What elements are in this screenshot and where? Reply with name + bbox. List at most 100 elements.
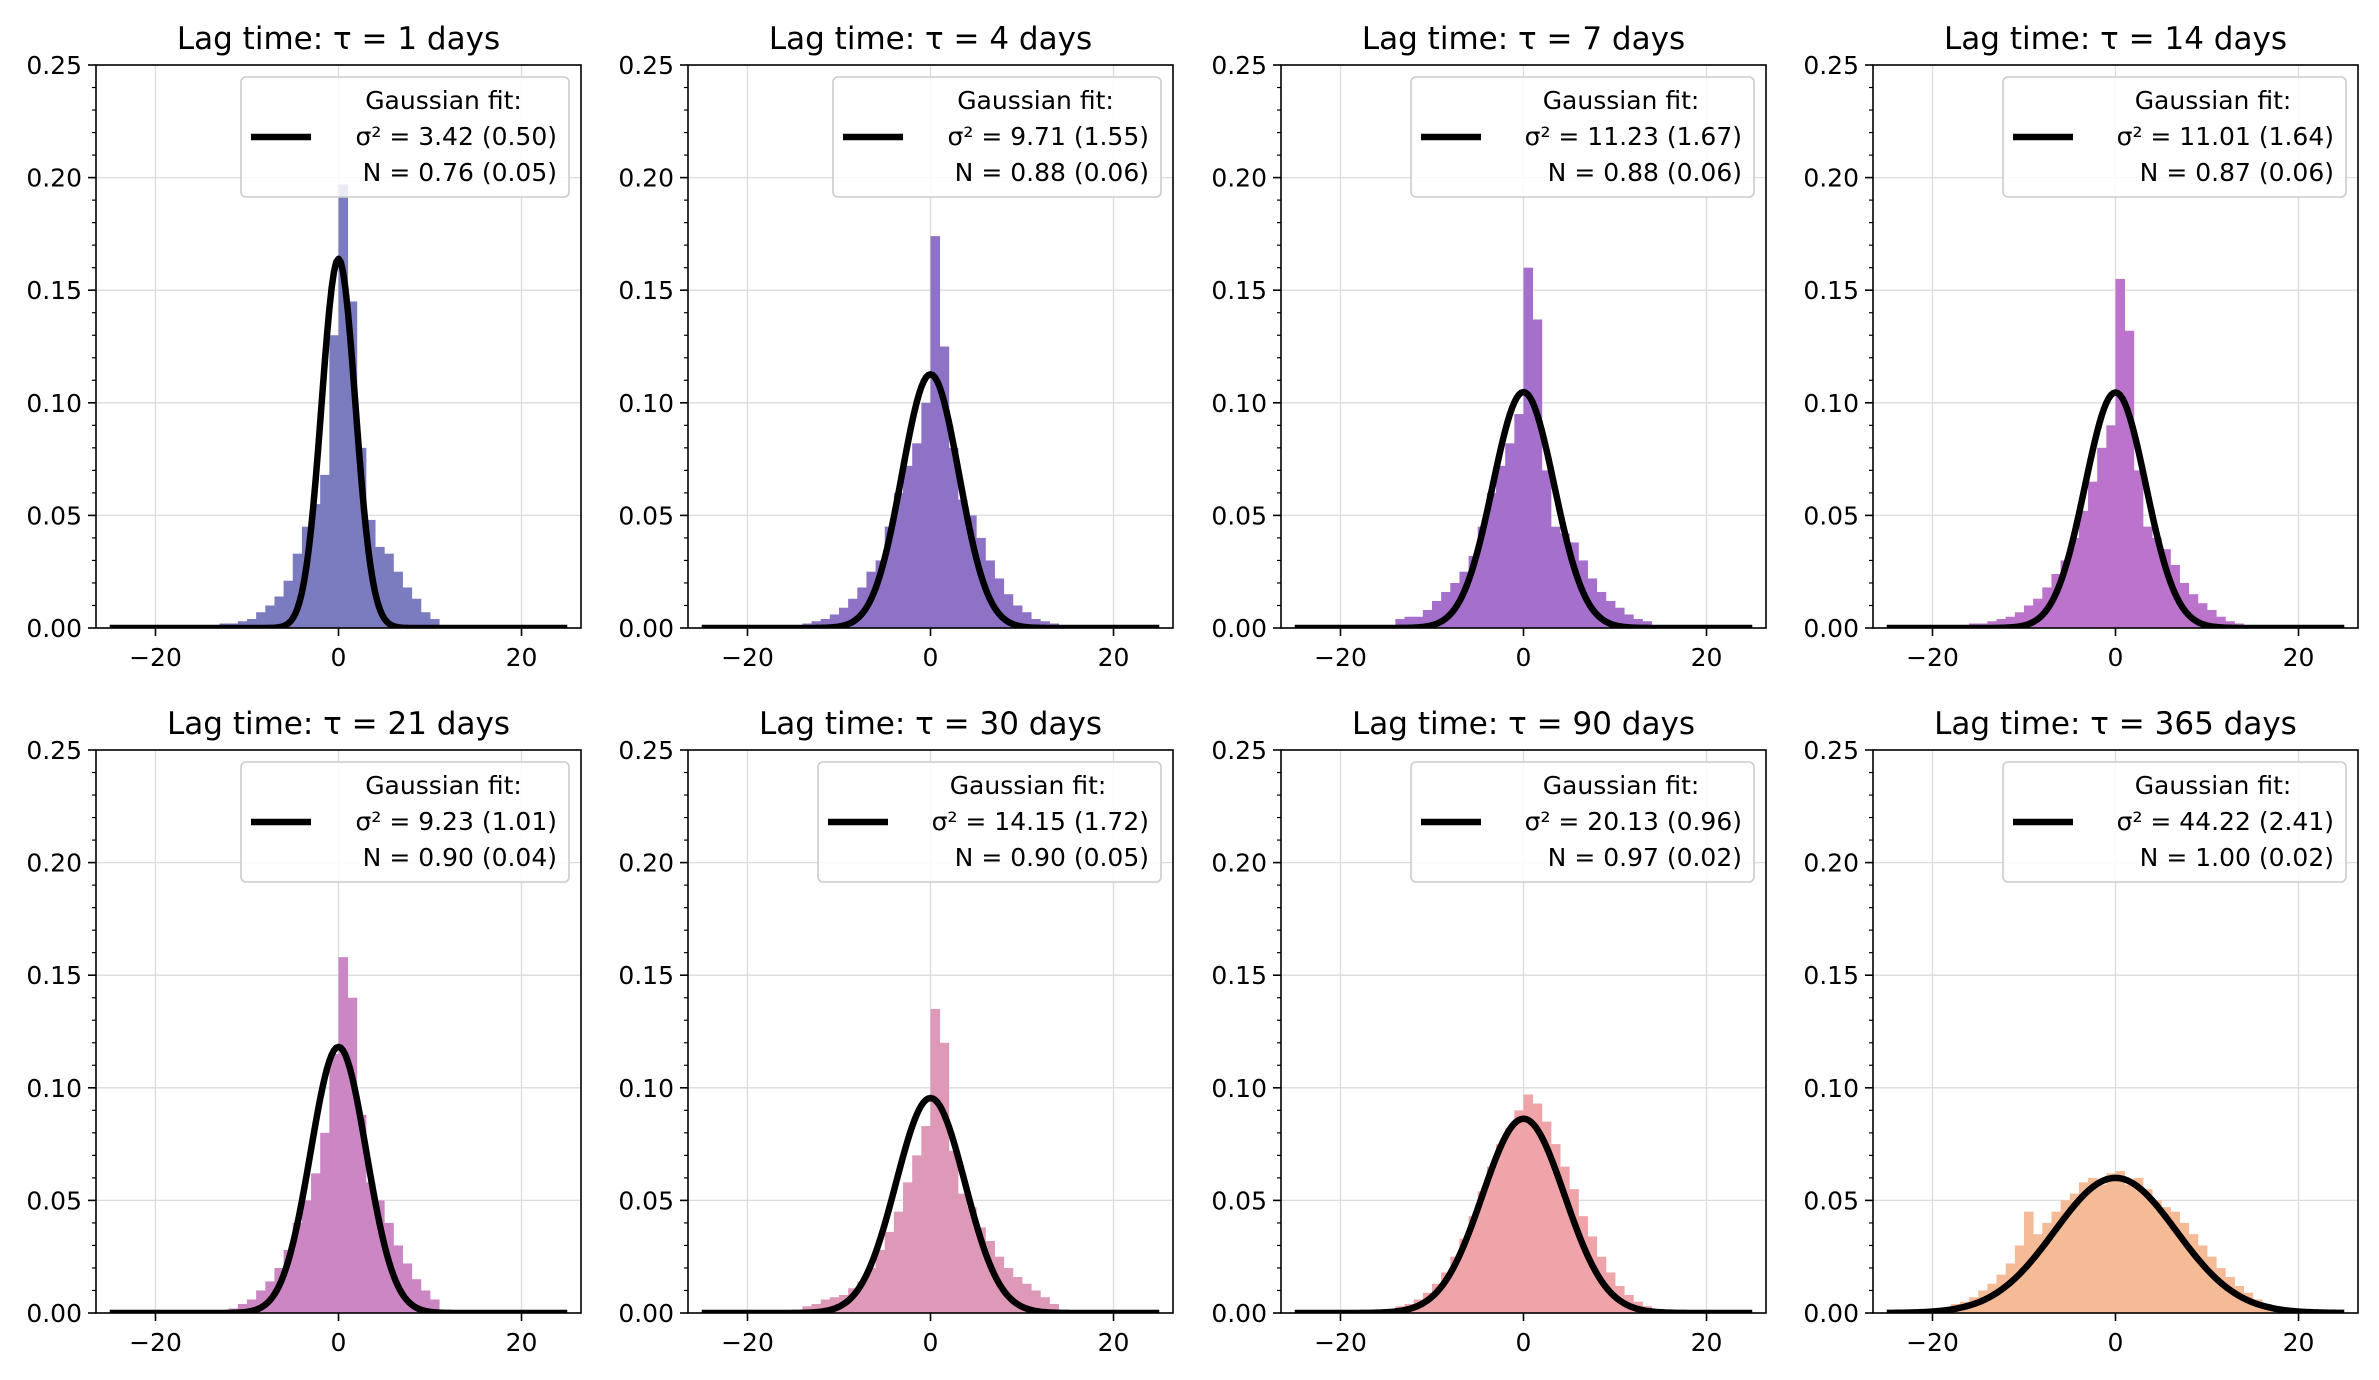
x-tick-label: 0 (2108, 643, 2124, 672)
legend-sigma: σ² = 11.23 (1.67) (1525, 122, 1742, 151)
y-tick-label: 0.15 (1211, 276, 1267, 305)
histogram-panel-3: 0.00 0.05 0.10 0.15 0.20 0.25 −20 0 20 Lag time: … (1211, 21, 1767, 672)
x-tick-label: −20 (721, 643, 774, 672)
hist-bar (2033, 1234, 2043, 1313)
legend-n: N = 0.87 (0.06) (2140, 158, 2334, 187)
panel-title: Lag time: τ = 365 days (1934, 706, 2297, 742)
y-tick-label: 0.15 (26, 961, 82, 990)
y-tick-label: 0.20 (618, 849, 674, 878)
hist-bar (957, 1193, 968, 1313)
legend-n: N = 0.76 (0.05) (363, 158, 557, 187)
hist-bar (2142, 1189, 2153, 1313)
hist-bar (903, 1182, 913, 1313)
legend: Gaussian fit: σ² = 14.15 (1.72) N = 0.90 (… (817, 761, 1162, 883)
y-tick-label: 0.25 (618, 736, 674, 765)
x-tick-label: 20 (2283, 1328, 2315, 1357)
hist-bar (2161, 1207, 2171, 1313)
y-tick-label: 0.25 (1211, 51, 1267, 80)
hist-bar (1550, 526, 1561, 628)
hist-bar (2142, 526, 2153, 628)
y-tick-label: 0.00 (618, 614, 674, 643)
legend-sigma: σ² = 9.23 (1.01) (356, 807, 558, 836)
y-tick-label: 0.05 (1211, 1186, 1267, 1215)
legend-heading: Gaussian fit: (365, 86, 522, 115)
x-tick-label: 20 (1691, 643, 1723, 672)
gaussian-fit-line (1885, 389, 2346, 628)
hist-bar (829, 614, 840, 628)
hist-bar (1987, 621, 1997, 628)
hist-bar (1523, 267, 1534, 628)
hist-bar (1022, 612, 1032, 628)
hist-bar (2051, 1211, 2061, 1313)
legend: Gaussian fit: σ² = 11.01 (1.64) N = 0.87 (… (2002, 76, 2347, 198)
y-tick-label: 0.00 (1803, 1299, 1859, 1328)
panel-title: Lag time: τ = 21 days (167, 706, 510, 742)
hist-bar (1569, 1189, 1579, 1313)
legend-box (832, 76, 1162, 198)
x-tick-label: 0 (1516, 643, 1532, 672)
hist-bar (1477, 526, 1488, 628)
hist-bar (338, 957, 349, 1313)
y-tick-label: 0.05 (1803, 501, 1859, 530)
legend-sigma: σ² = 14.15 (1.72) (932, 807, 1149, 836)
y-tick-label: 0.00 (1803, 614, 1859, 643)
hist-bar (2033, 598, 2043, 628)
hist-bar (1578, 1216, 1588, 1313)
hist-bar (1431, 600, 1442, 628)
x-tick-label: −20 (1314, 1328, 1367, 1357)
legend: Gaussian fit: σ² = 9.71 (1.55) N = 0.88 (0… (832, 76, 1162, 198)
y-tick-label: 0.05 (26, 1186, 82, 1215)
hist-bar (2042, 1222, 2052, 1313)
hist-bar (292, 553, 303, 628)
legend-n: N = 0.90 (0.04) (363, 843, 557, 872)
hist-bar (1615, 607, 1625, 628)
hist-bar (2060, 1200, 2071, 1313)
hist-bar (2170, 1211, 2180, 1313)
hist-bar (246, 618, 257, 628)
panel-title: Lag time: τ = 4 days (769, 21, 1092, 57)
hist-bar (921, 402, 931, 628)
hist-bar (2106, 1173, 2116, 1313)
hist-bar (1468, 555, 1479, 628)
hist-bar (1003, 594, 1014, 628)
hist-bar (283, 580, 294, 628)
x-tick-label: 0 (331, 1328, 347, 1357)
x-tick-label: 0 (923, 1328, 939, 1357)
y-tick-label: 0.10 (1803, 389, 1859, 418)
hist-bar (976, 1227, 986, 1313)
hist-bar (320, 474, 330, 628)
hist-bar (2078, 1182, 2089, 1313)
hist-bar (274, 596, 284, 628)
hist-bar (1505, 1128, 1515, 1313)
y-tick-label: 0.20 (26, 849, 82, 878)
y-tick-label: 0.10 (1803, 1074, 1859, 1103)
x-tick-label: −20 (1906, 643, 1959, 672)
hist-bar (2097, 447, 2107, 628)
hist-bar (939, 346, 950, 628)
hist-bar (430, 1299, 440, 1313)
hist-bar (329, 1054, 339, 1313)
hist-bar (1031, 618, 1041, 628)
hist-bar (420, 1290, 431, 1313)
hist-bar (1459, 571, 1469, 628)
y-tick-label: 0.20 (26, 164, 82, 193)
legend-box (240, 76, 570, 198)
hist-bar (1395, 618, 1405, 628)
y-tick-label: 0.15 (1803, 961, 1859, 990)
hist-bar (1624, 614, 1634, 628)
legend-box (2002, 761, 2347, 883)
hist-bar (420, 612, 431, 628)
hist-bar (1550, 1144, 1561, 1313)
histogram-panel-2: 0.00 0.05 0.10 0.15 0.20 0.25 −20 0 20 Lag time: … (618, 21, 1174, 672)
hist-bar (2124, 1184, 2135, 1313)
hist-bar (1040, 1297, 1050, 1313)
hist-bar (1022, 1283, 1032, 1313)
hist-bar (1003, 1267, 1014, 1313)
legend-box (1410, 76, 1755, 198)
hist-bar (237, 1303, 248, 1313)
hist-bar (256, 612, 266, 628)
legend-sigma: σ² = 9.71 (1.55) (948, 122, 1150, 151)
hist-bar (2005, 616, 2016, 628)
hist-bar (930, 1008, 941, 1313)
hist-bar (375, 546, 385, 628)
